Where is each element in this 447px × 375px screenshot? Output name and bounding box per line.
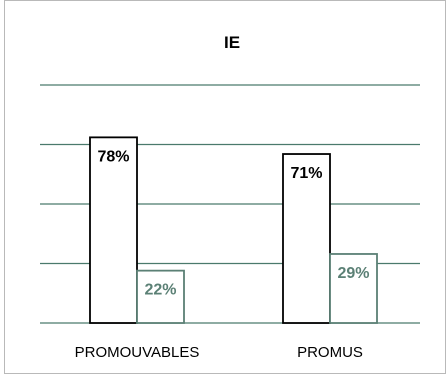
bars <box>89 136 378 324</box>
bar-secondary-promus <box>329 253 378 324</box>
data-label: 29% <box>337 265 369 282</box>
category-label: PROMOUVABLES <box>75 344 200 361</box>
bar-primary-promus <box>282 153 331 324</box>
bar-primary-promouvables <box>89 136 138 324</box>
category-labels: PROMOUVABLES PROMUS <box>75 344 363 361</box>
bar-secondary-promouvables <box>136 269 185 324</box>
data-label: 78% <box>97 148 129 165</box>
data-label: 22% <box>144 282 176 299</box>
data-label: 71% <box>290 165 322 182</box>
category-label: PROMUS <box>297 344 363 361</box>
data-labels: 78% 22% 71% 29% <box>97 148 369 298</box>
chart-title: IE <box>224 33 240 52</box>
